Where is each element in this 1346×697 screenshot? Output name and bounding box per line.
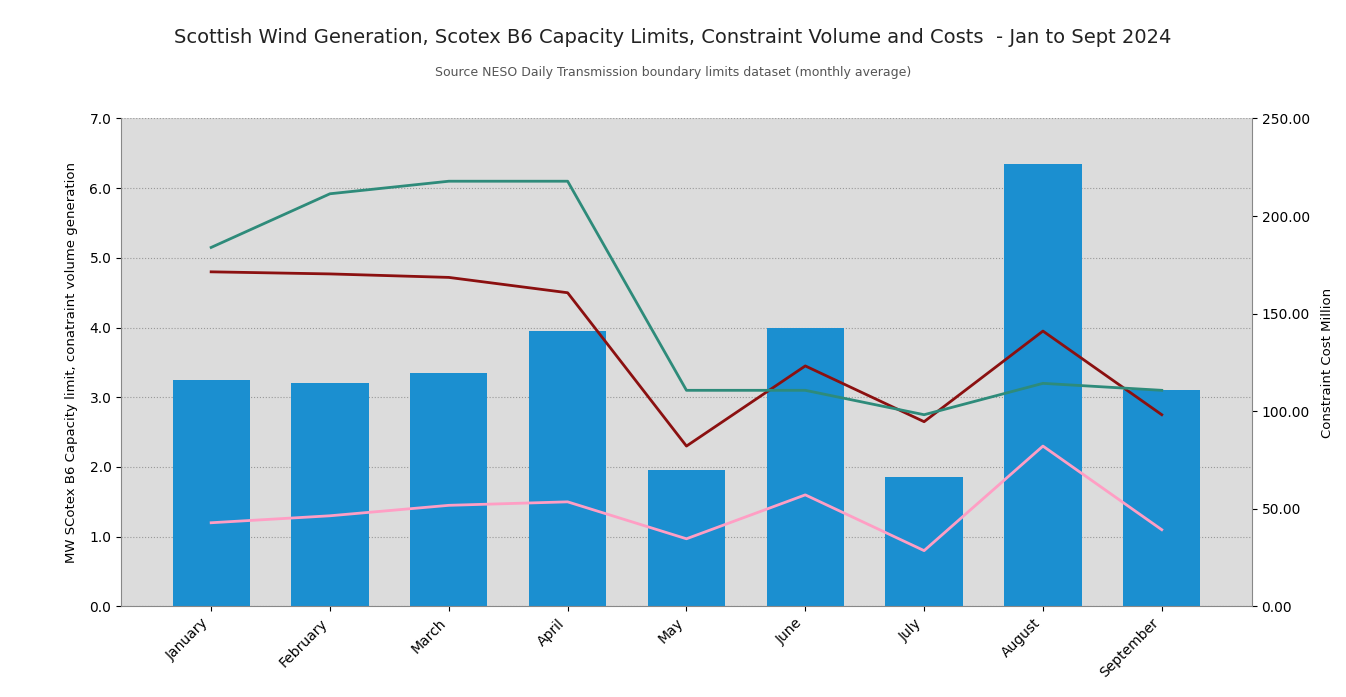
Bar: [1123, 390, 1201, 606]
Y-axis label: Constraint Cost Million: Constraint Cost Million: [1320, 287, 1334, 438]
Bar: [767, 328, 844, 606]
Bar: [886, 477, 962, 606]
Text: Source NESO Daily Transmission boundary limits dataset (monthly average): Source NESO Daily Transmission boundary …: [435, 66, 911, 79]
Bar: [1004, 164, 1082, 606]
Bar: [291, 383, 369, 606]
Bar: [529, 331, 606, 606]
Bar: [411, 373, 487, 606]
Text: Scottish Wind Generation, Scotex B6 Capacity Limits, Constraint Volume and Costs: Scottish Wind Generation, Scotex B6 Capa…: [175, 28, 1171, 47]
Y-axis label: MW SCotex B6 Capacity limit, conatraint volume generation: MW SCotex B6 Capacity limit, conatraint …: [66, 162, 78, 563]
Bar: [647, 470, 725, 606]
Bar: [172, 380, 250, 606]
